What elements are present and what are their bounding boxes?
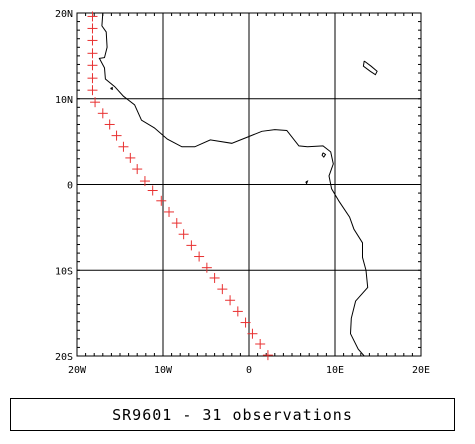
lat-tick-label: 10N [55, 95, 73, 106]
observation-marker [240, 317, 251, 328]
observation-marker [87, 23, 98, 34]
coastline [98, 12, 369, 357]
observation-marker [87, 35, 98, 46]
observation-marker [156, 195, 167, 206]
observation-marker [139, 176, 150, 187]
observation-marker [201, 262, 212, 273]
observation-marker [194, 251, 205, 262]
lon-tick-label: 10E [326, 365, 344, 376]
graticule-layer [77, 13, 421, 356]
tick-label-layer: 20W 10W 0 10E 20E 20N 10N 0 10S 20S [55, 9, 430, 376]
observation-marker [262, 350, 273, 361]
caption-text: SR9601 - 31 observations [112, 405, 353, 424]
observation-marker [87, 11, 98, 22]
observation-marker [87, 48, 98, 59]
observation-marker [104, 119, 115, 130]
observation-marker [132, 164, 143, 175]
observation-marker [118, 141, 129, 152]
observation-marker [87, 85, 98, 96]
lat-tick-label: 20S [55, 352, 73, 363]
bissagos-outline [110, 86, 113, 91]
observation-markers-layer [87, 11, 273, 361]
lon-tick-label: 20W [68, 365, 87, 376]
bioko-outline [321, 152, 327, 158]
observation-marker [209, 272, 220, 283]
lon-tick-label: 10W [154, 365, 173, 376]
observation-marker [111, 130, 122, 141]
lat-tick-label: 20N [55, 9, 73, 20]
observation-marker [255, 338, 266, 349]
map-frame-layer [76, 12, 422, 357]
observation-marker [225, 295, 236, 306]
observation-marker [87, 73, 98, 84]
lake-chad-outline [362, 60, 378, 76]
caption-box: SR9601 - 31 observations [10, 398, 455, 431]
observation-marker [217, 284, 228, 295]
observation-marker [125, 152, 136, 163]
lon-tick-label: 20E [412, 365, 430, 376]
lat-tick-label: 10S [55, 266, 73, 277]
observation-marker [97, 108, 108, 119]
observation-marker [247, 328, 258, 339]
observation-marker [87, 60, 98, 71]
lat-tick-label: 0 [67, 181, 73, 192]
observation-marker [147, 185, 158, 196]
lon-tick-label: 0 [246, 365, 252, 376]
observation-marker [164, 206, 175, 217]
observation-marker [178, 229, 189, 240]
observation-marker [186, 240, 197, 251]
observation-marker [171, 218, 182, 229]
coastline-layer [98, 12, 378, 357]
observation-marker [90, 97, 101, 108]
observation-marker [232, 306, 243, 317]
sao-tome-outline [305, 180, 309, 185]
